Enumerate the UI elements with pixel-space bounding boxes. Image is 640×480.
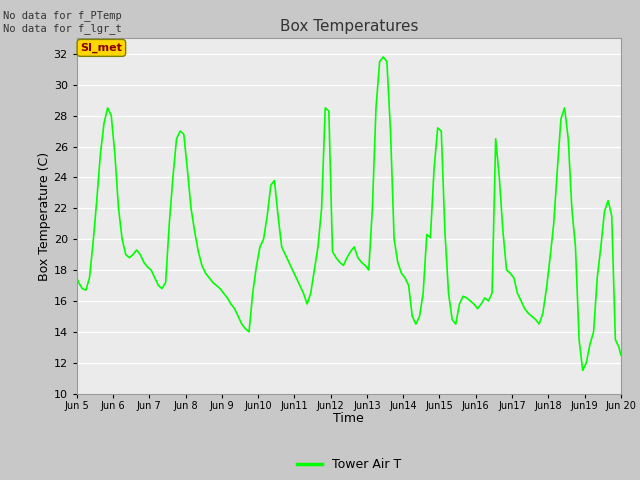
Text: No data for f_PTemp
No data for f_lgr_t: No data for f_PTemp No data for f_lgr_t [3, 11, 122, 34]
Legend: Tower Air T: Tower Air T [292, 453, 406, 476]
Y-axis label: Box Temperature (C): Box Temperature (C) [38, 151, 51, 281]
Title: Box Temperatures: Box Temperatures [280, 20, 418, 35]
X-axis label: Time: Time [333, 412, 364, 425]
Text: SI_met: SI_met [81, 43, 122, 53]
